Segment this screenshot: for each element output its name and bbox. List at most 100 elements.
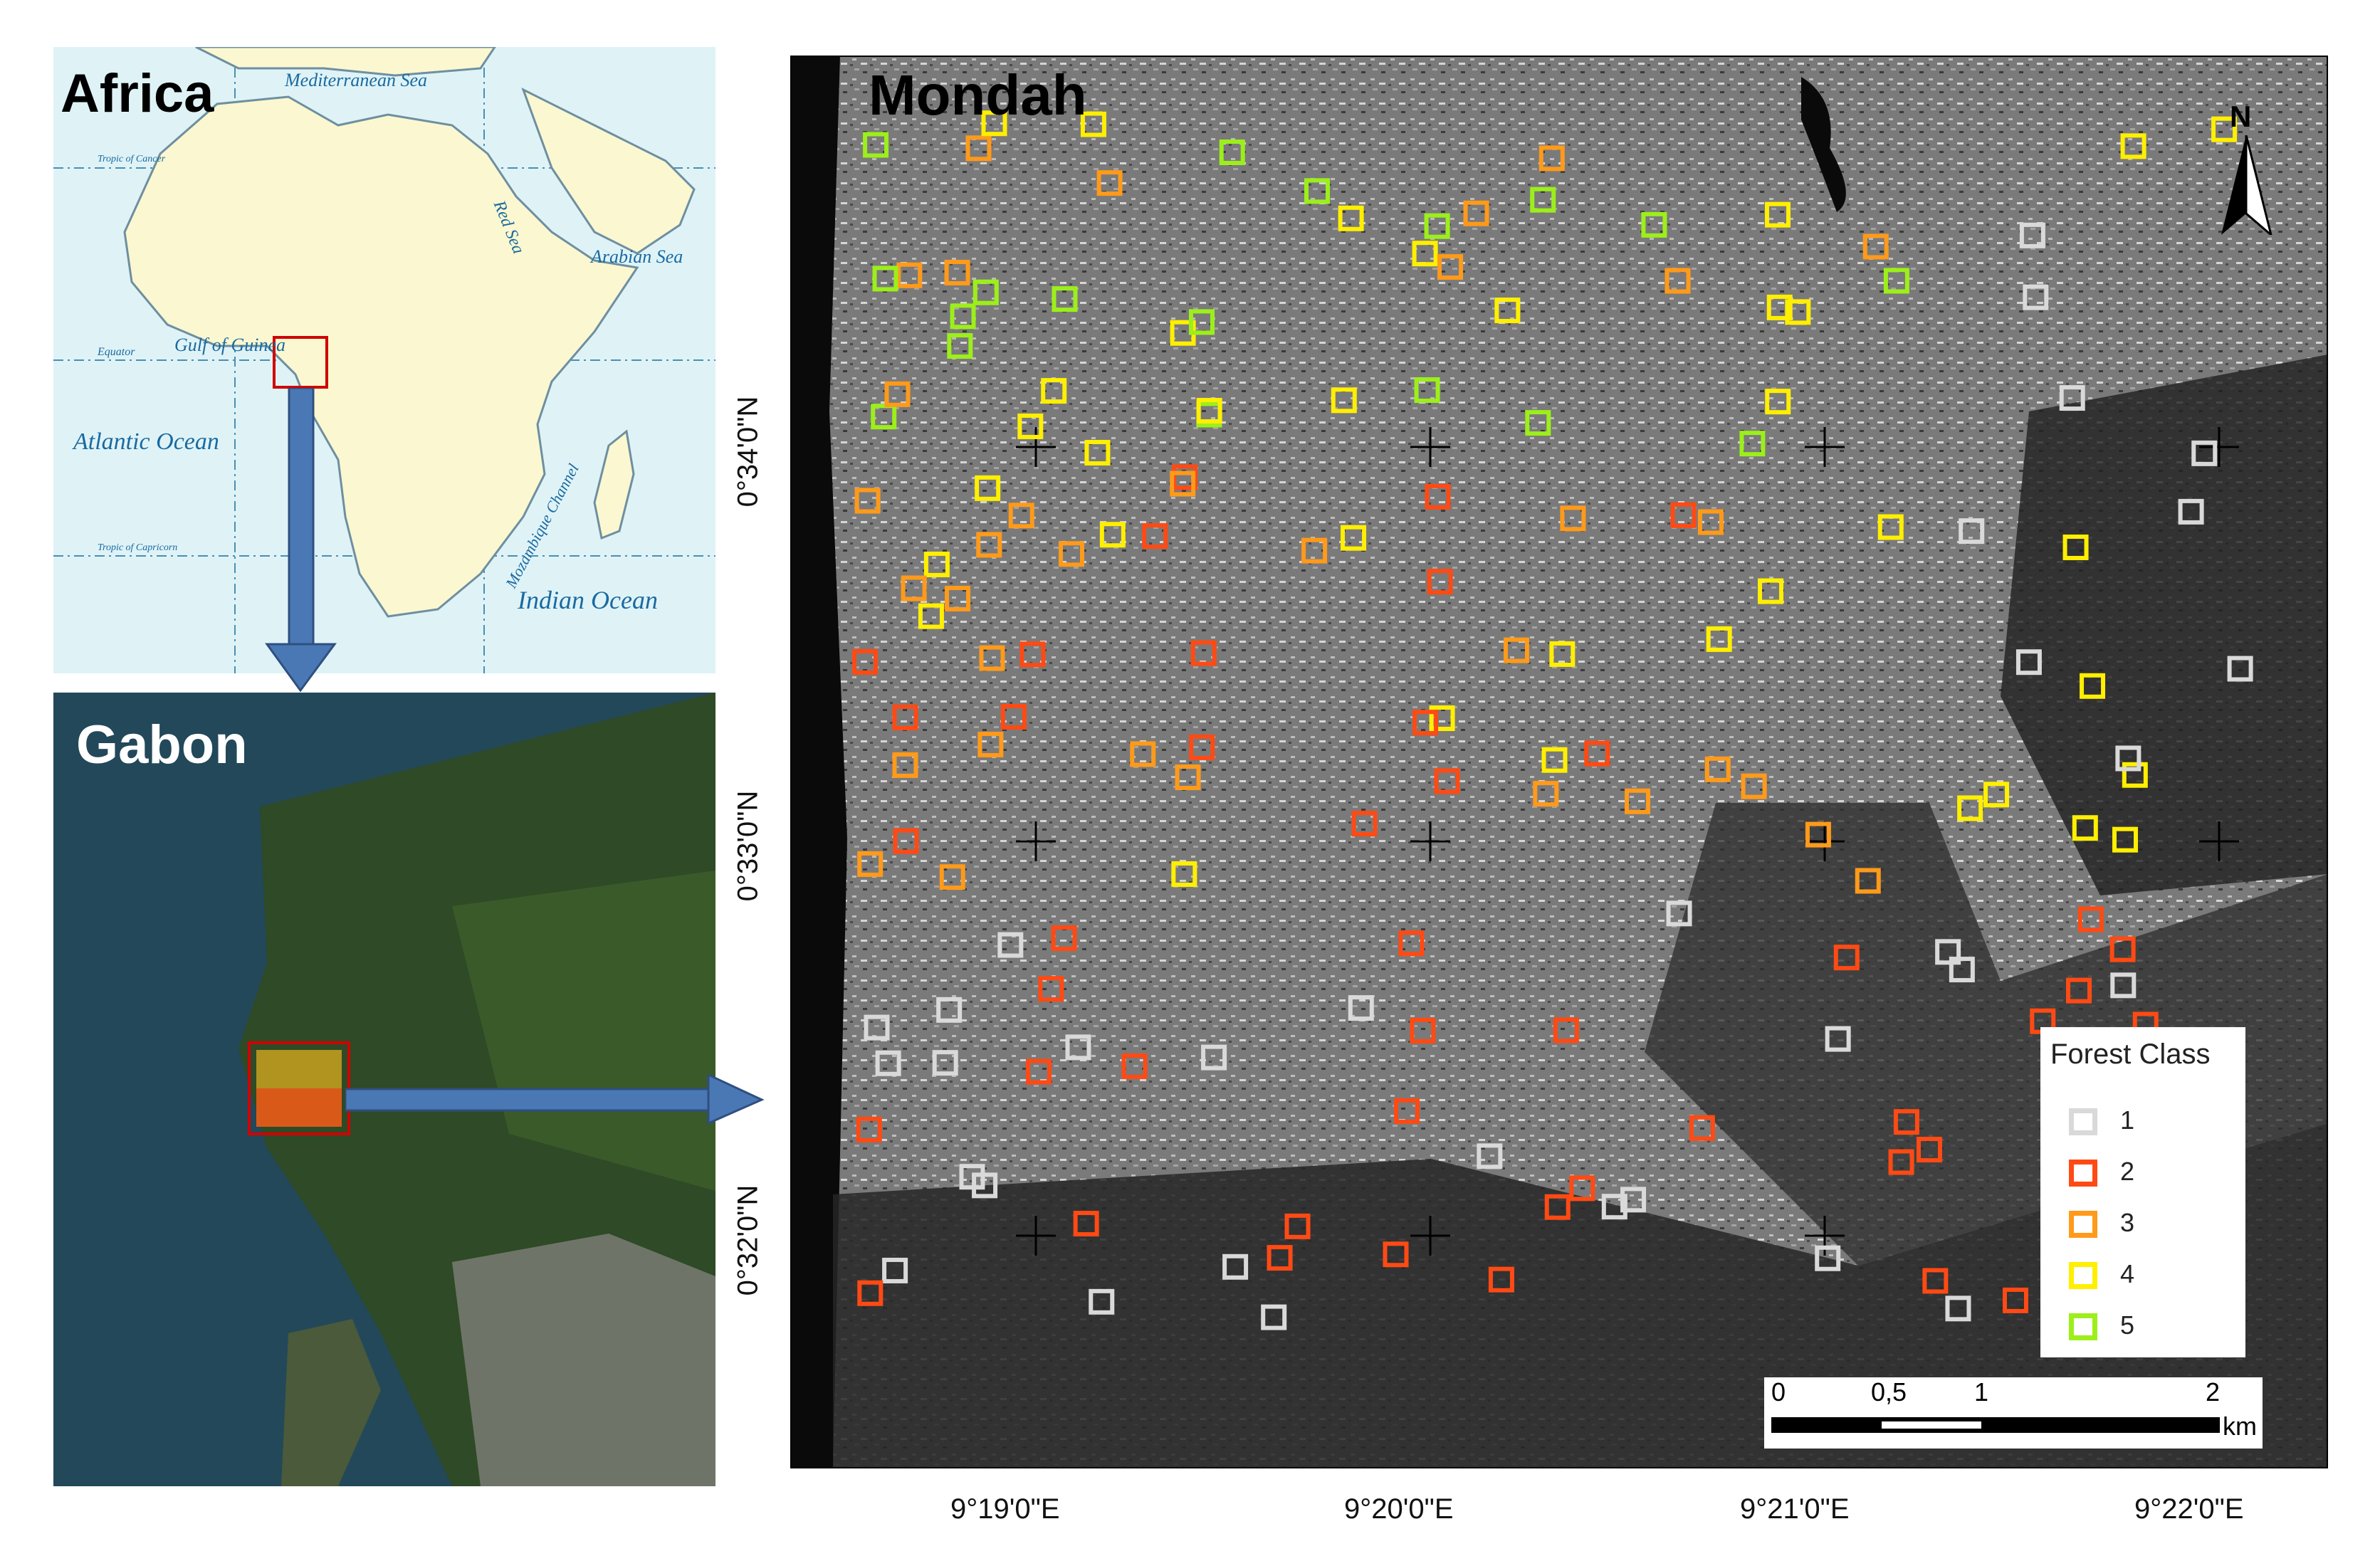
sample-plot-marker [1957, 795, 1983, 821]
sample-plot-marker [2080, 673, 2106, 699]
legend-item: 2 [2069, 1154, 2233, 1194]
sample-plot-marker [976, 532, 1002, 558]
sample-plot-marker [1893, 1109, 1919, 1135]
x-tick-label: 9°20'0"E [1344, 1493, 1454, 1525]
sample-plot-marker [1052, 286, 1078, 312]
sample-plot-marker [1284, 1213, 1311, 1239]
sample-plot-marker [1525, 410, 1551, 436]
legend-label: 1 [2120, 1105, 2135, 1135]
sample-plot-marker [981, 110, 1007, 137]
sample-plot-marker [1331, 387, 1357, 414]
sample-plot-marker [1434, 768, 1460, 794]
sample-plot-marker [1805, 821, 1831, 848]
sample-plot-marker [856, 1116, 882, 1142]
sample-plot-marker [2120, 133, 2146, 159]
legend-swatch [2069, 1160, 2097, 1187]
legend-swatch [2069, 1313, 2097, 1340]
scale-tick-label: 0,5 [1871, 1377, 1907, 1407]
sample-plot-marker [2015, 649, 2042, 676]
sample-plot-marker [945, 585, 971, 611]
x-tick-label: 9°19'0"E [950, 1493, 1060, 1525]
sample-plot-marker [1393, 1098, 1420, 1124]
sample-plot-marker [944, 259, 970, 285]
sample-plot-marker [1549, 641, 1576, 667]
tropic-capricorn-label: Tropic of Capricorn [98, 542, 178, 553]
sample-plot-marker [1041, 378, 1067, 404]
sample-plot-marker [1538, 145, 1565, 172]
mondah-title: Mondah [869, 63, 1087, 127]
sample-plot-marker [854, 488, 881, 514]
legend-swatch [2069, 1262, 2097, 1289]
sample-plot-marker [973, 279, 999, 305]
sample-plot-marker [2227, 656, 2253, 682]
sample-plot-marker [871, 404, 897, 430]
sample-plot-marker [1758, 578, 1784, 604]
sample-plot-marker [975, 475, 1001, 501]
sample-plot-marker [1855, 868, 1881, 894]
sample-plot-marker [1412, 241, 1438, 267]
sample-plot-marker [923, 551, 950, 577]
atlantic-ocean-label: Atlantic Ocean [73, 429, 219, 455]
sample-plot-marker [1437, 254, 1464, 280]
legend-item: 4 [2069, 1256, 2233, 1296]
sample-plot-marker [1080, 111, 1106, 137]
sample-plot-marker [1533, 781, 1559, 807]
legend-swatch [2069, 1211, 2097, 1238]
sample-plot-marker [2211, 116, 2238, 142]
arrow-down-icon [265, 388, 337, 693]
sample-plot-marker [896, 262, 923, 288]
sample-plot-marker [1488, 1266, 1514, 1293]
sample-plot-marker [1084, 439, 1111, 466]
sample-plot-marker [965, 135, 992, 162]
sample-plot-marker [2109, 936, 2136, 962]
sample-plot-marker [1494, 298, 1521, 324]
sample-plot-marker [857, 1280, 884, 1306]
sample-plot-marker [1704, 756, 1731, 782]
sample-plot-marker [1017, 413, 1044, 439]
sample-plot-marker [997, 932, 1024, 958]
sample-plot-marker [1189, 734, 1215, 760]
sample-plot-marker [892, 704, 918, 730]
sample-plot-marker [1121, 1053, 1148, 1079]
scale-tick-label: 0 [1771, 1377, 1786, 1407]
sample-plot-marker [1261, 1304, 1287, 1330]
sample-plot-marker [1739, 431, 1766, 457]
mondah-radar-map: Mondah [790, 56, 2328, 1468]
x-tick-label: 9°22'0"E [2134, 1493, 2244, 1525]
sample-plot-marker [977, 731, 1004, 757]
sample-plot-marker [1983, 782, 2010, 808]
tropic-cancer-label: Tropic of Cancer [98, 154, 166, 164]
sample-plot-marker [901, 575, 927, 601]
equator-label: Equator [98, 346, 135, 358]
sample-plot-marker [1196, 398, 1222, 424]
sample-plot-marker [875, 1050, 901, 1076]
sample-plot-marker [1142, 523, 1168, 550]
sample-plot-marker [1641, 211, 1667, 238]
mediterranean-label: Mediterranean Sea [285, 70, 428, 90]
sample-plot-marker [1171, 861, 1197, 887]
sample-plot-marker [1073, 1211, 1099, 1237]
sample-plot-marker [852, 648, 879, 675]
north-label: N [2230, 100, 2252, 133]
sample-plot-marker [1706, 626, 1732, 652]
sample-plot-marker [1665, 268, 1691, 294]
sample-plot-marker [1888, 1149, 1914, 1175]
sample-plot-marker [1410, 1017, 1436, 1044]
sample-plot-marker [1620, 1187, 1647, 1213]
sample-plot-marker [884, 381, 911, 407]
sample-plot-marker [1267, 1245, 1293, 1271]
gabon-title: Gabon [76, 715, 248, 775]
sample-plot-marker [1414, 377, 1440, 404]
sample-plot-marker [1670, 502, 1697, 528]
sample-plot-marker [1089, 1288, 1115, 1315]
sample-plot-marker [2077, 906, 2104, 932]
sample-plot-marker [2023, 284, 2049, 310]
north-arrow-icon: N [2214, 100, 2278, 235]
sample-plot-marker [918, 603, 944, 629]
sample-plot-marker [1051, 925, 1077, 952]
sample-plot-marker [1065, 1034, 1091, 1061]
sample-plot-marker [1019, 641, 1046, 668]
sample-plot-marker [1553, 1017, 1579, 1044]
sample-plot-marker [1625, 788, 1651, 814]
sample-plot-marker [979, 645, 1005, 671]
